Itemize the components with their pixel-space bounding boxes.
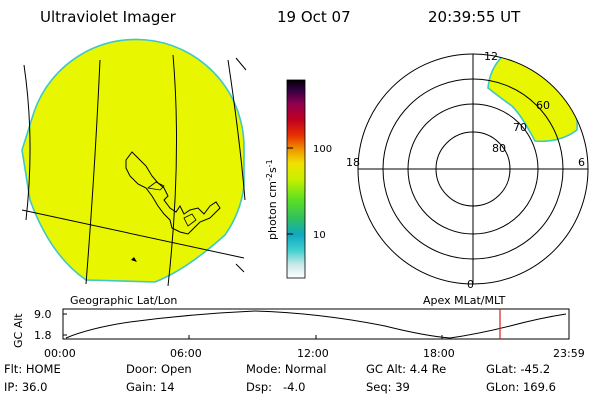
timeline-y-label: GC Alt — [12, 313, 25, 348]
geographic-disk — [21, 38, 247, 287]
app-title: Ultraviolet Imager — [40, 8, 176, 26]
date-label: 19 Oct 07 — [277, 8, 351, 26]
mlat-label-70: 70 — [513, 121, 527, 134]
mlt-label-0: 0 — [467, 278, 474, 291]
timeline-x-tick-4: 23:59 — [553, 347, 585, 360]
colorbar — [286, 79, 306, 279]
timeline-x-tick-1: 06:00 — [170, 347, 202, 360]
right-panel-label: Apex MLat/MLT — [423, 294, 506, 307]
time-label: 20:39:55 UT — [428, 8, 521, 26]
info-glon: GLon: 169.6 — [486, 380, 556, 394]
altitude-timeline — [62, 308, 570, 340]
altitude-curve — [65, 310, 567, 339]
colorbar-unit-label: photon cm-2s-1 — [265, 159, 279, 240]
info-flight: Flt: HOME — [4, 362, 61, 376]
timeline-y-tick-top: 9.0 — [34, 308, 52, 321]
info-gain: Gain: 14 — [126, 380, 175, 394]
mlt-label-18: 18 — [346, 156, 360, 169]
colorbar-tick-100: 100 — [313, 144, 332, 155]
info-door: Door: Open — [126, 362, 192, 376]
colorbar-tick-10: 10 — [313, 230, 326, 241]
left-panel-label: Geographic Lat/Lon — [70, 294, 177, 307]
info-ip: IP: 36.0 — [4, 380, 48, 394]
mlat-label-80: 80 — [492, 142, 506, 155]
info-mode: Mode: Normal — [246, 362, 327, 376]
timeline-x-tick-3: 18:00 — [423, 347, 455, 360]
info-dsp: Dsp: -4.0 — [246, 380, 306, 394]
timeline-y-tick-bottom: 1.8 — [34, 329, 52, 342]
mlt-label-12: 12 — [484, 50, 498, 63]
timeline-x-tick-0: 00:00 — [44, 347, 76, 360]
info-seq: Seq: 39 — [366, 380, 410, 394]
mlt-label-6: 6 — [578, 156, 585, 169]
polar-plot — [357, 53, 589, 285]
info-gc-alt: GC Alt: 4.4 Re — [366, 362, 447, 376]
earth-disk — [21, 38, 245, 283]
mlat-label-60: 60 — [536, 99, 550, 112]
info-glat: GLat: -45.2 — [486, 362, 551, 376]
timeline-x-tick-2: 12:00 — [297, 347, 329, 360]
coastline — [125, 151, 221, 235]
